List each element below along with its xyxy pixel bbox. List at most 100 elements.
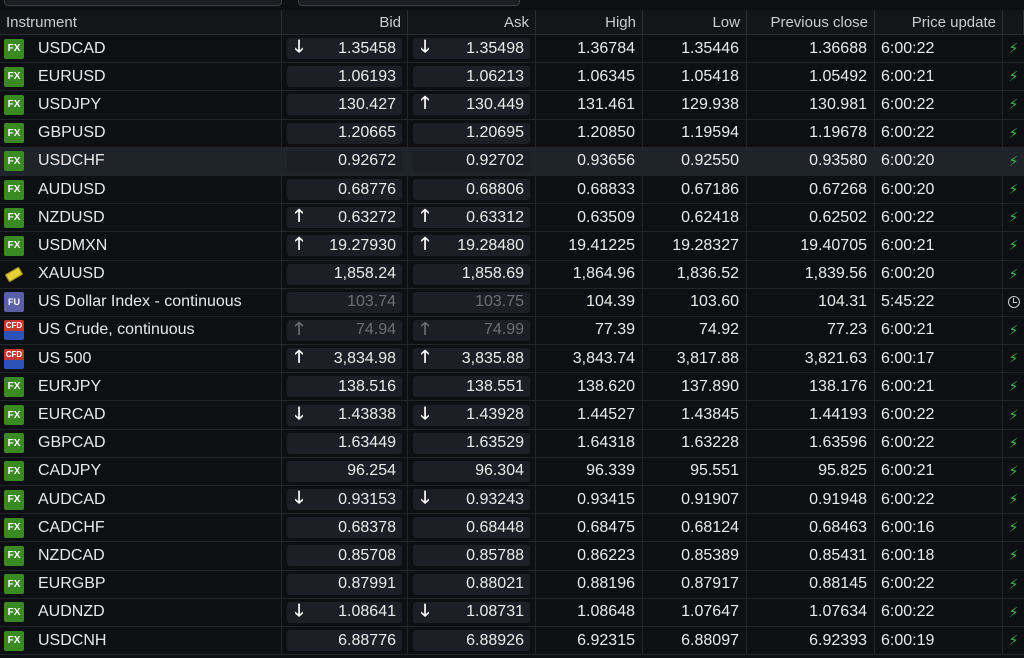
- bid-quote-button[interactable]: 🡑 0.63272: [287, 206, 402, 229]
- table-row[interactable]: FX USDCAD 🡓 1.35458 🡓 1.35498 1.36784 1.…: [0, 35, 1024, 64]
- instrument-cell[interactable]: CFD US Crude, continuous: [0, 316, 282, 345]
- bid-cell[interactable]: 1.20665: [282, 119, 408, 147]
- bid-quote-button[interactable]: 🡓 0.93153: [287, 488, 402, 511]
- ask-quote-button[interactable]: 🡓 1.35498: [413, 37, 530, 60]
- table-row[interactable]: FX GBPCAD 1.63449 1.63529 1.64318 1.6322…: [0, 429, 1024, 458]
- ask-quote-button[interactable]: 6.88926: [413, 630, 530, 652]
- table-row[interactable]: FX EURGBP 0.87991 0.88021 0.88196 0.8791…: [0, 570, 1024, 599]
- instrument-cell[interactable]: FX USDCNH: [0, 626, 282, 655]
- table-row[interactable]: FX AUDUSD 0.68776 0.68806 0.68833 0.6718…: [0, 175, 1024, 205]
- ask-cell[interactable]: 0.68806: [408, 175, 536, 204]
- ask-quote-button[interactable]: 🡑 19.28480: [413, 234, 530, 257]
- bid-cell[interactable]: 6.88776: [282, 626, 408, 655]
- ask-quote-button[interactable]: 96.304: [413, 460, 530, 482]
- table-row[interactable]: FX AUDNZD 🡓 1.08641 🡓 1.08731 1.08648 1.…: [0, 598, 1024, 627]
- table-row[interactable]: FX EURUSD 1.06193 1.06213 1.06345 1.0541…: [0, 63, 1024, 92]
- bid-quote-button[interactable]: 🡓 1.08641: [287, 601, 402, 623]
- instrument-cell[interactable]: FX USDJPY: [0, 91, 282, 119]
- instrument-cell[interactable]: CFD US 500: [0, 345, 282, 373]
- bid-quote-button[interactable]: 1,858.24: [287, 263, 402, 285]
- ask-cell[interactable]: 🡑 130.449: [408, 91, 536, 119]
- instrument-cell[interactable]: FX EURCAD: [0, 401, 282, 429]
- ask-quote-button[interactable]: 0.68806: [413, 179, 530, 201]
- table-row[interactable]: FX NZDCAD 0.85708 0.85788 0.86223 0.8538…: [0, 542, 1024, 571]
- bid-cell[interactable]: 🡓 0.93153: [282, 486, 408, 514]
- bid-quote-button[interactable]: 1.06193: [287, 66, 402, 88]
- instrument-cell[interactable]: FX EURGBP: [0, 570, 282, 598]
- ask-quote-button[interactable]: 🡓 0.93243: [413, 488, 530, 511]
- bid-cell[interactable]: 🡓 1.08641: [282, 598, 408, 626]
- bid-cell[interactable]: 1.63449: [282, 429, 408, 457]
- instrument-cell[interactable]: FX NZDCAD: [0, 542, 282, 570]
- ask-quote-button[interactable]: 🡓 1.08731: [413, 601, 530, 623]
- ask-cell[interactable]: 96.304: [408, 457, 536, 485]
- table-row[interactable]: CFD US Crude, continuous 🡑 74.94 🡑 74.99…: [0, 316, 1024, 346]
- ask-cell[interactable]: 0.92702: [408, 147, 536, 175]
- ask-cell[interactable]: 1.06213: [408, 63, 536, 91]
- instrument-cell[interactable]: FX GBPUSD: [0, 119, 282, 147]
- ask-quote-button[interactable]: 1.20695: [413, 122, 530, 144]
- instrument-cell[interactable]: FX GBPCAD: [0, 429, 282, 457]
- bid-cell[interactable]: 🡑 3,834.98: [282, 345, 408, 373]
- bid-cell[interactable]: 138.516: [282, 373, 408, 401]
- ask-quote-button[interactable]: 🡑 3,835.88: [413, 347, 530, 370]
- bid-quote-button[interactable]: 6.88776: [287, 630, 402, 652]
- table-row[interactable]: FX CADJPY 96.254 96.304 96.339 95.551 95…: [0, 457, 1024, 486]
- bid-cell[interactable]: 0.68776: [282, 175, 408, 204]
- ask-cell[interactable]: 0.88021: [408, 570, 536, 598]
- bid-cell[interactable]: 0.92672: [282, 147, 408, 175]
- ask-quote-button[interactable]: 🡑 74.99: [413, 319, 530, 341]
- ask-quote-button[interactable]: 0.88021: [413, 573, 530, 595]
- ask-quote-button[interactable]: 🡑 130.449: [413, 93, 530, 116]
- ask-cell[interactable]: 🡑 0.63312: [408, 204, 536, 232]
- header-low[interactable]: Low: [643, 10, 747, 34]
- instrument-cell[interactable]: FX EURJPY: [0, 373, 282, 401]
- table-row[interactable]: FX CADCHF 0.68378 0.68448 0.68475 0.6812…: [0, 514, 1024, 543]
- bid-cell[interactable]: 🡑 0.63272: [282, 204, 408, 232]
- bid-cell[interactable]: 0.87991: [282, 570, 408, 598]
- instrument-cell[interactable]: FU US Dollar Index - continuous: [0, 288, 282, 316]
- bid-cell[interactable]: 0.68378: [282, 514, 408, 542]
- table-row[interactable]: FX USDCHF 0.92672 0.92702 0.93656 0.9255…: [0, 147, 1024, 176]
- table-row[interactable]: CFD US 500 🡑 3,834.98 🡑 3,835.88 3,843.7…: [0, 345, 1024, 374]
- header-price-update[interactable]: Price update: [875, 10, 1003, 34]
- bid-cell[interactable]: 103.74: [282, 288, 408, 316]
- bid-quote-button[interactable]: 1.20665: [287, 122, 402, 144]
- bid-quote-button[interactable]: 0.87991: [287, 573, 402, 595]
- ask-cell[interactable]: 1.63529: [408, 429, 536, 457]
- instrument-cell[interactable]: FX NZDUSD: [0, 204, 282, 232]
- instrument-cell[interactable]: XAUUSD: [0, 260, 282, 288]
- bid-cell[interactable]: 130.427: [282, 91, 408, 119]
- bid-quote-button[interactable]: 0.85708: [287, 545, 402, 567]
- table-row[interactable]: FX USDMXN 🡑 19.27930 🡑 19.28480 19.41225…: [0, 232, 1024, 261]
- instrument-cell[interactable]: FX CADCHF: [0, 514, 282, 542]
- bid-quote-button[interactable]: 🡓 1.43838: [287, 404, 402, 426]
- bid-quote-button[interactable]: 0.68378: [287, 517, 402, 539]
- ask-quote-button[interactable]: 1.06213: [413, 66, 530, 88]
- ask-quote-button[interactable]: 0.92702: [413, 150, 530, 172]
- bid-quote-button[interactable]: 96.254: [287, 460, 402, 482]
- toolbar-control-search[interactable]: [298, 0, 520, 6]
- ask-cell[interactable]: 1.20695: [408, 119, 536, 147]
- bid-quote-button[interactable]: 0.68776: [287, 179, 402, 201]
- bid-cell[interactable]: 🡑 19.27930: [282, 232, 408, 260]
- bid-cell[interactable]: 🡑 74.94: [282, 316, 408, 345]
- ask-cell[interactable]: 🡓 1.08731: [408, 598, 536, 626]
- bid-quote-button[interactable]: 0.92672: [287, 150, 402, 172]
- ask-cell[interactable]: 🡓 1.35498: [408, 35, 536, 63]
- ask-quote-button[interactable]: 0.68448: [413, 517, 530, 539]
- instrument-cell[interactable]: FX USDCAD: [0, 35, 282, 63]
- table-row[interactable]: FX GBPUSD 1.20665 1.20695 1.20850 1.1959…: [0, 119, 1024, 148]
- instrument-cell[interactable]: FX USDCHF: [0, 147, 282, 175]
- ask-cell[interactable]: 🡑 3,835.88: [408, 345, 536, 373]
- bid-cell[interactable]: 1,858.24: [282, 260, 408, 288]
- ask-cell[interactable]: 6.88926: [408, 626, 536, 655]
- bid-quote-button[interactable]: 🡑 19.27930: [287, 234, 402, 257]
- header-bid[interactable]: Bid: [282, 10, 408, 34]
- ask-quote-button[interactable]: 138.551: [413, 376, 530, 398]
- ask-quote-button[interactable]: 🡓 1.43928: [413, 404, 530, 426]
- bid-cell[interactable]: 96.254: [282, 457, 408, 485]
- bid-quote-button[interactable]: 103.74: [287, 291, 402, 313]
- bid-cell[interactable]: 🡓 1.35458: [282, 35, 408, 63]
- ask-quote-button[interactable]: 🡑 0.63312: [413, 206, 530, 229]
